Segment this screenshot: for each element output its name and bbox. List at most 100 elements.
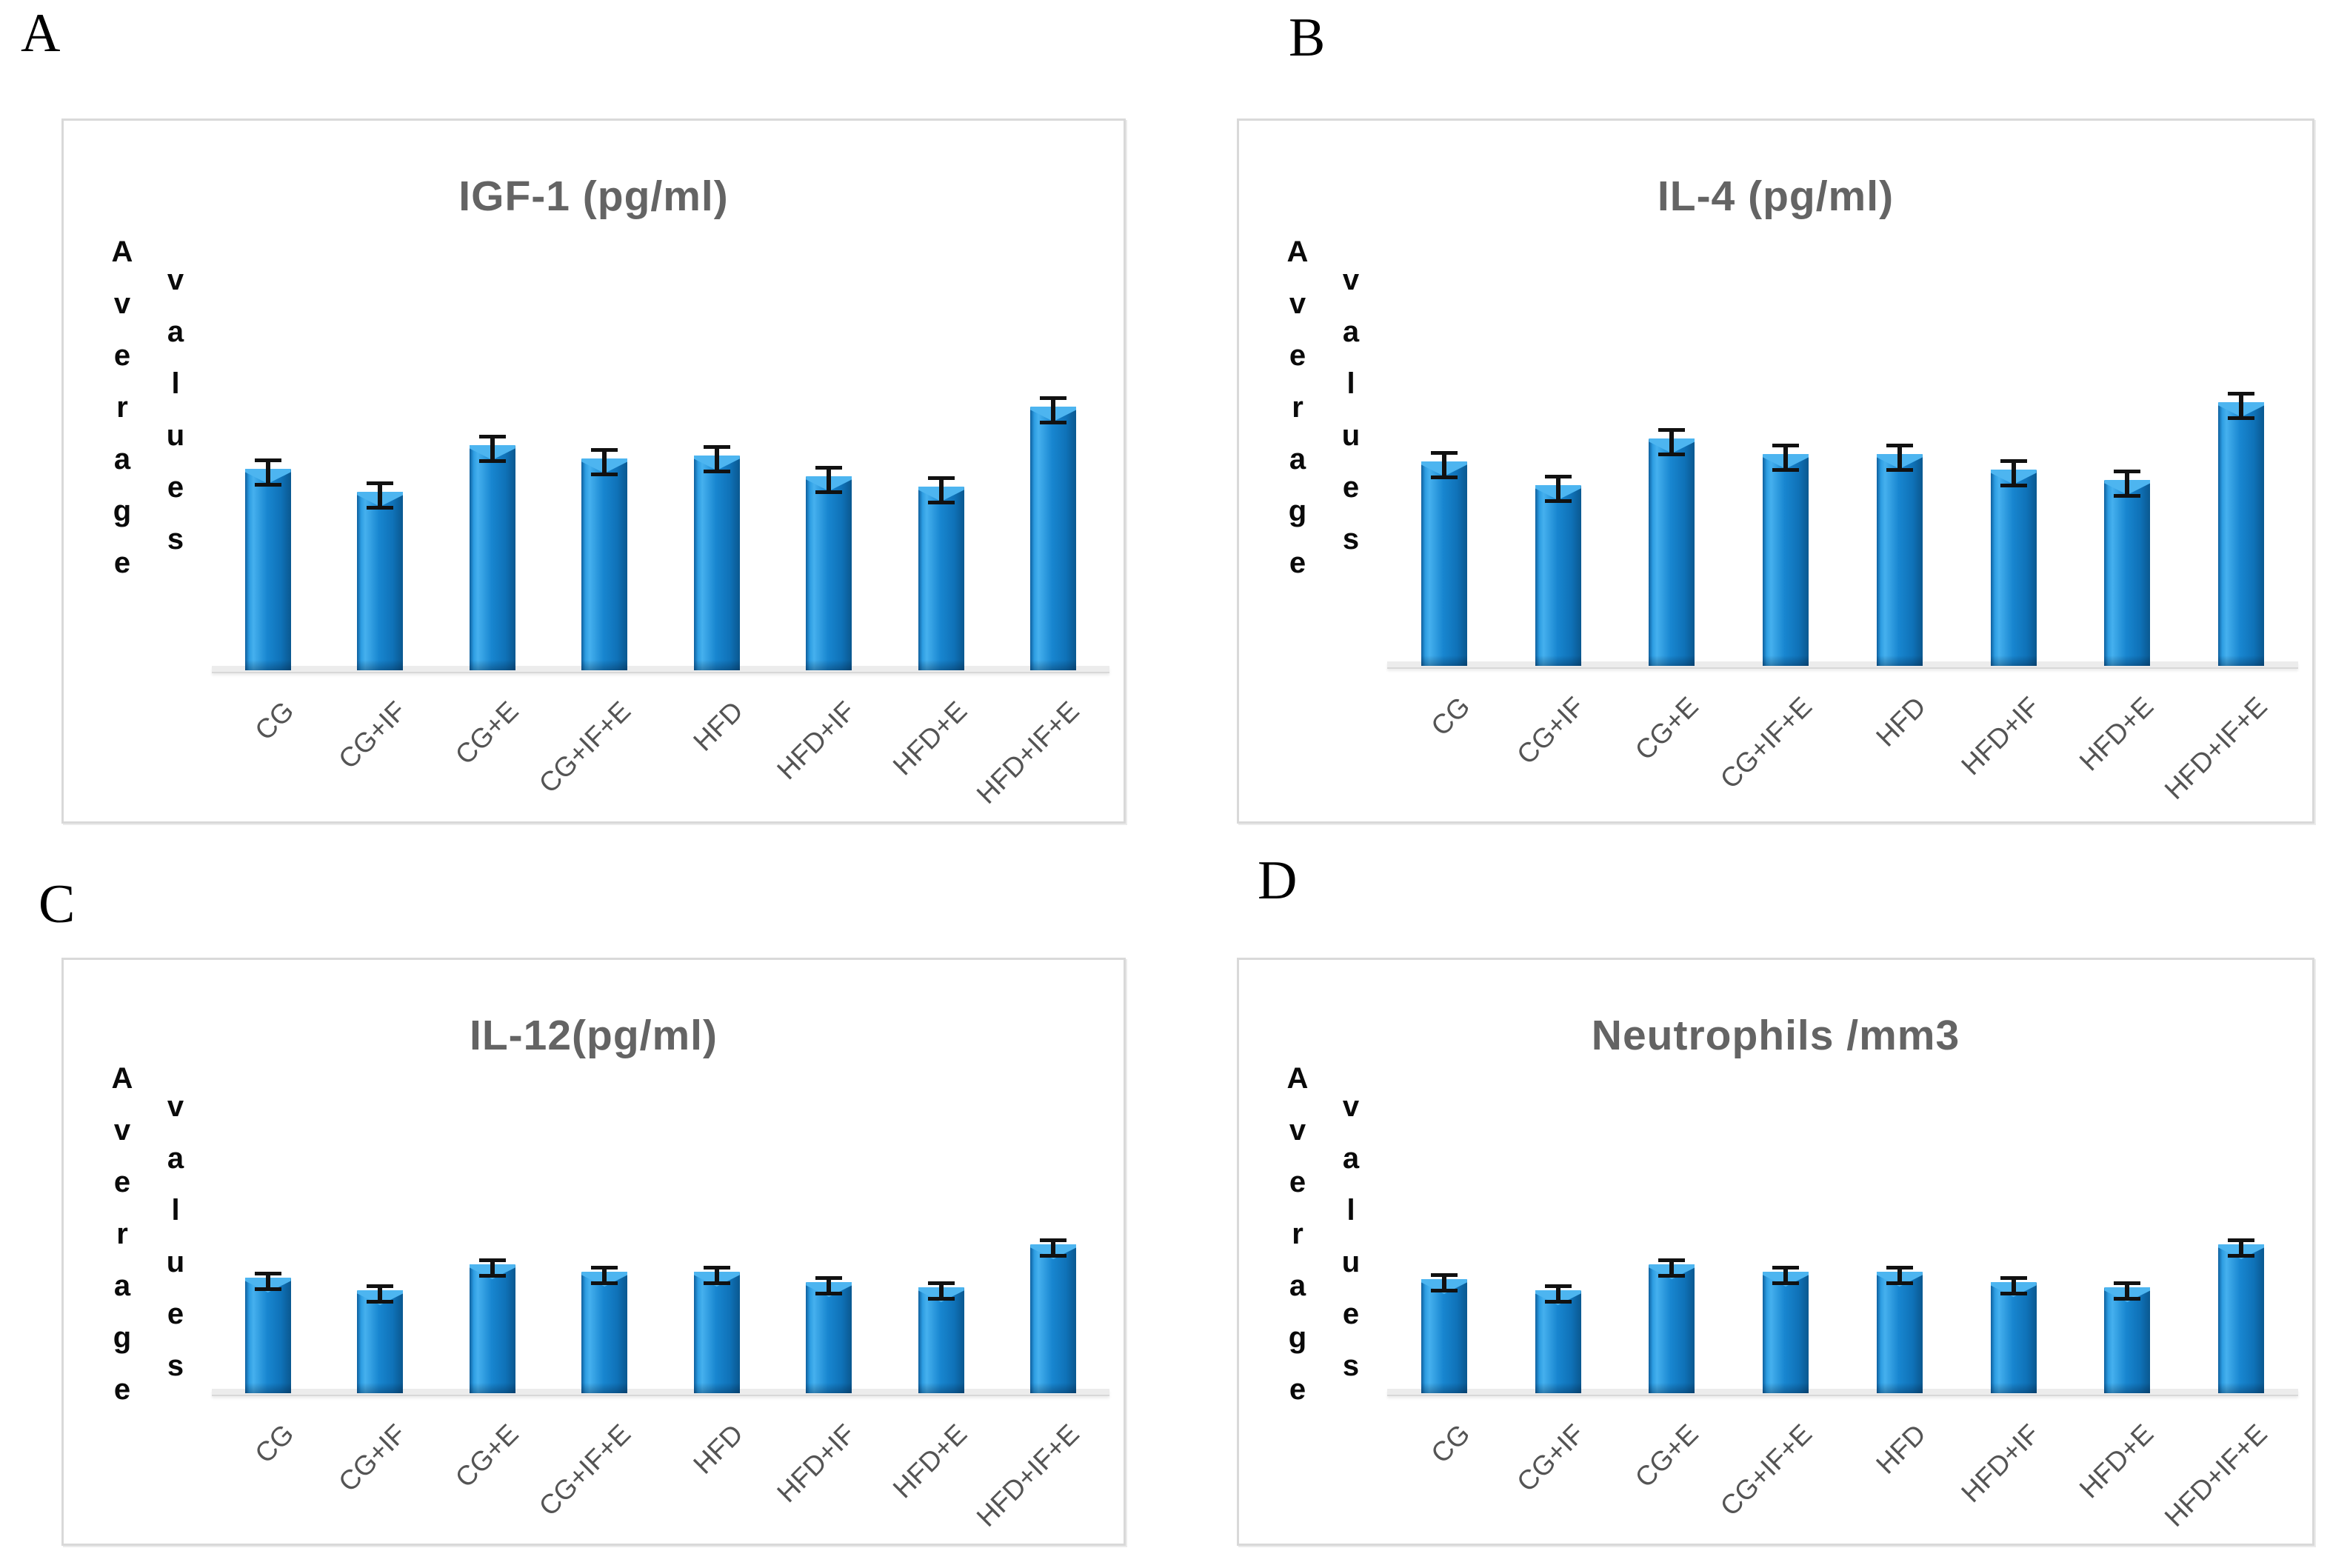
- y-axis-word-average-letter: e: [113, 547, 131, 579]
- chart-title: IL-4 (pg/ml): [1657, 173, 1895, 221]
- x-tick-label-CG+IF: CG+IF: [1510, 1418, 1590, 1498]
- error-bar-HFD+E: [927, 476, 955, 504]
- panel-label-d: D: [1258, 850, 1298, 911]
- bar-CG: [244, 1278, 291, 1393]
- y-axis-word-average-letter: e: [113, 1373, 131, 1406]
- y-axis-word-values-letter: s: [167, 523, 184, 556]
- y-axis-word-average-letter: g: [1288, 1321, 1307, 1354]
- y-axis-word-average-letter: v: [113, 287, 131, 320]
- bar-CG+IF+E: [581, 1272, 628, 1393]
- error-bar-CG: [254, 1272, 281, 1291]
- x-tick-label-CG+IF: CG+IF: [1510, 691, 1590, 770]
- x-tick-label-HFD+E: HFD+E: [2073, 691, 2160, 777]
- bar-HFD+IF: [1990, 470, 2037, 666]
- y-axis-word-average-letter: g: [1288, 495, 1307, 527]
- bar-CG+IF: [357, 1290, 404, 1393]
- x-tick-label-CG+IF+E: CG+IF+E: [533, 1418, 637, 1522]
- error-bar-HFD+IF+E: [1040, 1238, 1067, 1258]
- error-bar-CG: [1430, 451, 1458, 479]
- bar-CG+IF: [357, 492, 404, 670]
- y-axis-word-average-letter: e: [1289, 1373, 1306, 1406]
- x-tick-label-HFD+IF: HFD+IF: [770, 695, 861, 786]
- bar-HFD+IF: [806, 1282, 852, 1393]
- y-axis-word-average-letter: A: [111, 1062, 133, 1095]
- error-bar-CG+E: [1658, 1258, 1686, 1278]
- error-bar-HFD+IF+E: [1040, 396, 1067, 424]
- error-bar-HFD+E: [2114, 470, 2141, 498]
- bar-CG: [244, 469, 291, 670]
- y-axis-word-values-letter: v: [1342, 1090, 1360, 1123]
- x-tick-label-CG+E: CG+E: [449, 1418, 524, 1493]
- y-axis-word-values-letter: a: [1342, 1142, 1360, 1175]
- x-axis-line: [1387, 1389, 2298, 1396]
- bar-CG+E: [1649, 438, 1695, 666]
- error-bar-HFD+IF+E: [2228, 1238, 2255, 1258]
- error-bar-CG+IF+E: [591, 1266, 618, 1285]
- bar-HFD+IF: [1990, 1282, 2037, 1393]
- bar-HFD+IF+E: [2218, 402, 2265, 666]
- x-tick-label-HFD: HFD: [1870, 1418, 1932, 1480]
- y-axis-word-average-letter: r: [116, 1218, 128, 1250]
- y-axis-word-values-letter: u: [1341, 1246, 1361, 1278]
- y-axis-word-average-letter: e: [1289, 1166, 1306, 1198]
- y-axis-word-values-letter: l: [1346, 1194, 1355, 1227]
- y-axis-word-average-letter: v: [1289, 1114, 1306, 1147]
- y-axis-word-average-letter: r: [1292, 1218, 1303, 1250]
- y-axis-word-values-letter: a: [1342, 316, 1360, 348]
- x-tick-label-HFD+IF: HFD+IF: [1955, 691, 2046, 781]
- x-tick-label-CG: CG: [1425, 691, 1476, 742]
- chart-title: IGF-1 (pg/ml): [458, 173, 729, 221]
- x-tick-label-CG+IF+E: CG+IF+E: [533, 695, 637, 799]
- x-tick-label-HFD+E: HFD+E: [887, 1418, 973, 1504]
- y-axis-word-average-letter: A: [111, 236, 133, 268]
- bar-HFD+E: [918, 1287, 964, 1393]
- y-axis-word-values-letter: e: [1342, 1298, 1360, 1330]
- error-bar-HFD+IF: [2000, 1276, 2027, 1295]
- bar-HFD+IF+E: [1030, 1244, 1077, 1393]
- y-axis-word-average-letter: A: [1286, 1062, 1309, 1095]
- x-tick-label-CG+E: CG+E: [1629, 1418, 1704, 1493]
- y-axis-word-values-letter: e: [167, 1298, 184, 1330]
- y-axis-word-values-letter: s: [1342, 523, 1360, 556]
- y-axis-word-values-letter: e: [1342, 471, 1360, 504]
- error-bar-HFD: [703, 445, 730, 473]
- y-axis-word-average-letter: e: [1289, 547, 1306, 579]
- y-axis-word-average-letter: a: [113, 1270, 131, 1302]
- y-axis-word-values-letter: v: [1342, 264, 1360, 296]
- x-tick-label-CG+IF+E: CG+IF+E: [1714, 1418, 1818, 1522]
- x-tick-label-HFD+E: HFD+E: [887, 695, 973, 781]
- x-tick-label-HFD: HFD: [687, 1418, 749, 1480]
- bar-CG: [1421, 461, 1467, 666]
- error-bar-HFD: [1886, 444, 1913, 472]
- error-bar-CG+IF+E: [591, 448, 618, 476]
- x-tick-label-HFD+IF+E: HFD+IF+E: [971, 1418, 1086, 1533]
- error-bar-CG: [254, 458, 281, 487]
- y-axis-word-values-letter: l: [171, 367, 180, 400]
- x-tick-label-CG: CG: [249, 695, 300, 747]
- chart-title: Neutrophils /mm3: [1591, 1012, 1960, 1060]
- x-tick-label-HFD+IF: HFD+IF: [770, 1418, 861, 1509]
- x-tick-label-CG+E: CG+E: [449, 695, 524, 770]
- y-axis-word-values-letter: l: [1346, 367, 1355, 400]
- error-bar-HFD+IF: [2000, 459, 2027, 487]
- error-bar-CG+E: [478, 1258, 506, 1278]
- bar-CG+E: [469, 1264, 515, 1393]
- bar-HFD+E: [918, 487, 964, 670]
- bar-HFD+IF+E: [2218, 1244, 2265, 1393]
- bar-CG+IF+E: [581, 458, 628, 670]
- y-axis-word-values-letter: u: [1341, 419, 1361, 452]
- panel-label-a: A: [21, 3, 61, 64]
- y-axis-word-average-letter: g: [113, 495, 132, 527]
- y-axis-word-values-letter: s: [167, 1350, 184, 1382]
- y-axis-word-average-letter: r: [116, 391, 128, 424]
- bar-HFD: [1876, 454, 1923, 666]
- y-axis-word-values-letter: a: [167, 1142, 184, 1175]
- x-tick-label-CG: CG: [249, 1418, 300, 1469]
- bar-CG+IF+E: [1763, 454, 1809, 666]
- error-bar-HFD: [703, 1266, 730, 1285]
- bar-HFD+E: [2104, 480, 2151, 666]
- bar-HFD: [693, 1272, 740, 1393]
